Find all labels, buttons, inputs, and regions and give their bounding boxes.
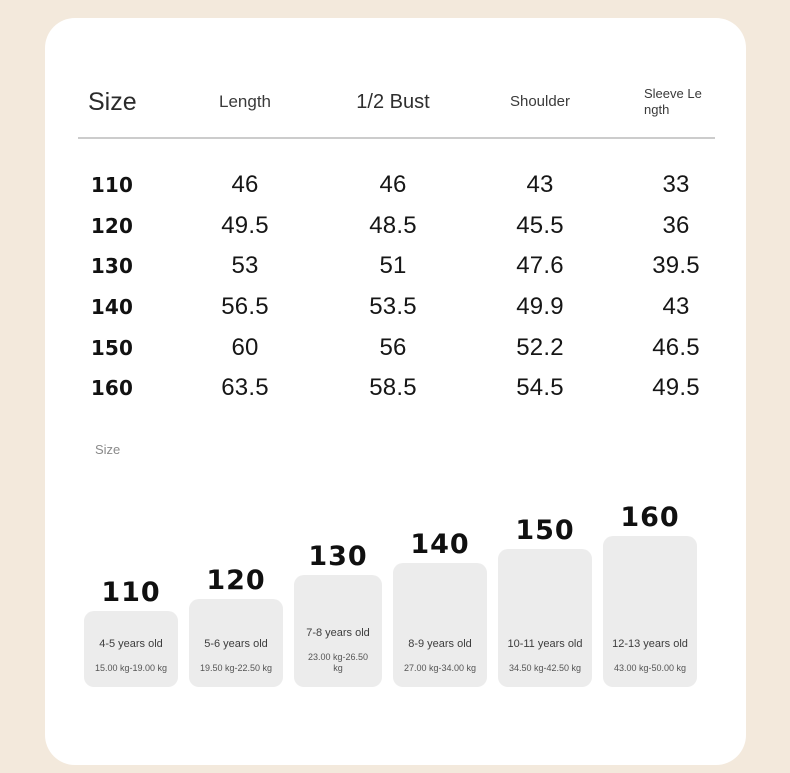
length-cell: 60 (231, 333, 259, 361)
shoulder-cell: 49.9 (516, 293, 564, 321)
bar-age-label: 4-5 years old (99, 638, 163, 651)
bar-box: 8-9 years old 27.00 kg-34.00 kg (393, 563, 487, 687)
size-chart-card: Size Length 1/2 Bust Shoulder Sleeve Len… (45, 18, 746, 765)
bar-size-label: 140 (410, 529, 470, 560)
bust-cell: 58.5 (369, 374, 417, 402)
bar-size-label: 150 (515, 515, 575, 546)
shoulder-cell: 52.2 (516, 333, 564, 361)
length-cell: 63.5 (221, 374, 269, 402)
bust-cell: 51 (379, 252, 407, 280)
bar-box: 10-11 years old 34.50 kg-42.50 kg (498, 549, 592, 687)
table-row: 140 56.5 53.5 49.9 43 (78, 287, 714, 328)
bar-box: 4-5 years old 15.00 kg-19.00 kg (84, 611, 178, 687)
bar-box: 7-8 years old 23.00 kg-26.50 kg (294, 575, 382, 687)
bar-weight-label: 27.00 kg-34.00 kg (403, 663, 477, 674)
bar-weight-label: 34.50 kg-42.50 kg (508, 663, 582, 674)
bust-cell: 48.5 (369, 211, 417, 239)
bar-box: 5-6 years old 19.50 kg-22.50 kg (189, 599, 283, 687)
size-cell: 150 (90, 335, 134, 360)
table-header-divider (78, 137, 715, 139)
size-bar-chart: 110 4-5 years old 15.00 kg-19.00 kg 120 … (84, 502, 697, 687)
size-bar-110: 110 4-5 years old 15.00 kg-19.00 kg (84, 577, 178, 687)
sleeve-cell: 43 (662, 293, 690, 321)
shoulder-cell: 43 (526, 171, 554, 199)
size-cell: 160 (90, 376, 134, 401)
shoulder-cell: 54.5 (516, 374, 564, 402)
length-cell: 53 (231, 252, 259, 280)
size-bar-140: 140 8-9 years old 27.00 kg-34.00 kg (393, 529, 487, 687)
sleeve-cell: 49.5 (652, 374, 700, 402)
table-row: 150 60 56 52.2 46.5 (78, 327, 714, 368)
column-header-sleeve-length: Sleeve Length (638, 86, 714, 119)
shoulder-cell: 47.6 (516, 252, 564, 280)
column-header-size: Size (88, 87, 137, 116)
bar-box: 12-13 years old 43.00 kg-50.00 kg (603, 536, 697, 687)
bar-weight-label: 15.00 kg-19.00 kg (94, 663, 168, 674)
table-row: 120 49.5 48.5 45.5 36 (78, 206, 714, 247)
length-cell: 49.5 (221, 211, 269, 239)
column-header-half-bust: 1/2 Bust (356, 90, 430, 113)
bar-age-label: 7-8 years old (306, 626, 370, 639)
bar-size-label: 120 (206, 565, 266, 596)
size-cell: 110 (90, 173, 134, 198)
bar-size-label: 160 (620, 502, 680, 533)
bar-weight-label: 19.50 kg-22.50 kg (199, 663, 273, 674)
size-cell: 120 (90, 213, 134, 238)
sleeve-cell: 46.5 (652, 333, 700, 361)
bust-cell: 53.5 (369, 293, 417, 321)
size-bar-150: 150 10-11 years old 34.50 kg-42.50 kg (498, 515, 592, 687)
bar-age-label: 8-9 years old (408, 638, 472, 651)
size-table-body: 110 46 46 43 33 120 49.5 48.5 45.5 36 13… (78, 165, 714, 409)
size-cell: 140 (90, 295, 134, 320)
column-header-length: Length (219, 92, 271, 112)
bar-size-label: 130 (308, 541, 368, 572)
size-cell: 130 (90, 254, 134, 279)
shoulder-cell: 45.5 (516, 211, 564, 239)
table-row: 110 46 46 43 33 (78, 165, 714, 206)
chart-title: Size (95, 442, 121, 457)
bar-size-label: 110 (101, 577, 161, 608)
bar-age-label: 5-6 years old (204, 638, 268, 651)
table-row: 130 53 51 47.6 39.5 (78, 246, 714, 287)
bust-cell: 56 (379, 333, 407, 361)
table-row: 160 63.5 58.5 54.5 49.5 (78, 368, 714, 409)
length-cell: 56.5 (221, 293, 269, 321)
column-header-shoulder: Shoulder (509, 93, 571, 111)
bust-cell: 46 (379, 171, 407, 199)
length-cell: 46 (231, 171, 259, 199)
size-table-header: Size Length 1/2 Bust Shoulder Sleeve Len… (78, 74, 714, 130)
size-bar-120: 120 5-6 years old 19.50 kg-22.50 kg (189, 565, 283, 687)
sleeve-length-label: Sleeve Length (644, 85, 702, 117)
size-bar-160: 160 12-13 years old 43.00 kg-50.00 kg (603, 502, 697, 687)
bar-weight-label: 23.00 kg-26.50 kg (307, 651, 369, 674)
bar-age-label: 10-11 years old (507, 638, 583, 651)
bar-weight-label: 43.00 kg-50.00 kg (613, 663, 687, 674)
size-bar-130: 130 7-8 years old 23.00 kg-26.50 kg (294, 541, 382, 687)
sleeve-cell: 33 (662, 171, 690, 199)
sleeve-cell: 39.5 (652, 252, 700, 280)
bar-age-label: 12-13 years old (612, 638, 688, 651)
sleeve-cell: 36 (662, 211, 690, 239)
